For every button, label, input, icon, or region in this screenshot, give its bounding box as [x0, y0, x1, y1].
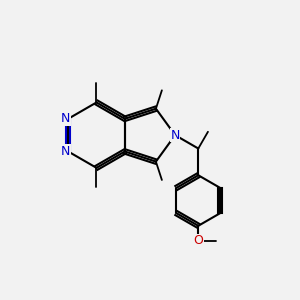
- Text: N: N: [170, 129, 180, 142]
- Text: O: O: [194, 234, 203, 247]
- Text: N: N: [61, 112, 70, 125]
- Text: N: N: [61, 145, 70, 158]
